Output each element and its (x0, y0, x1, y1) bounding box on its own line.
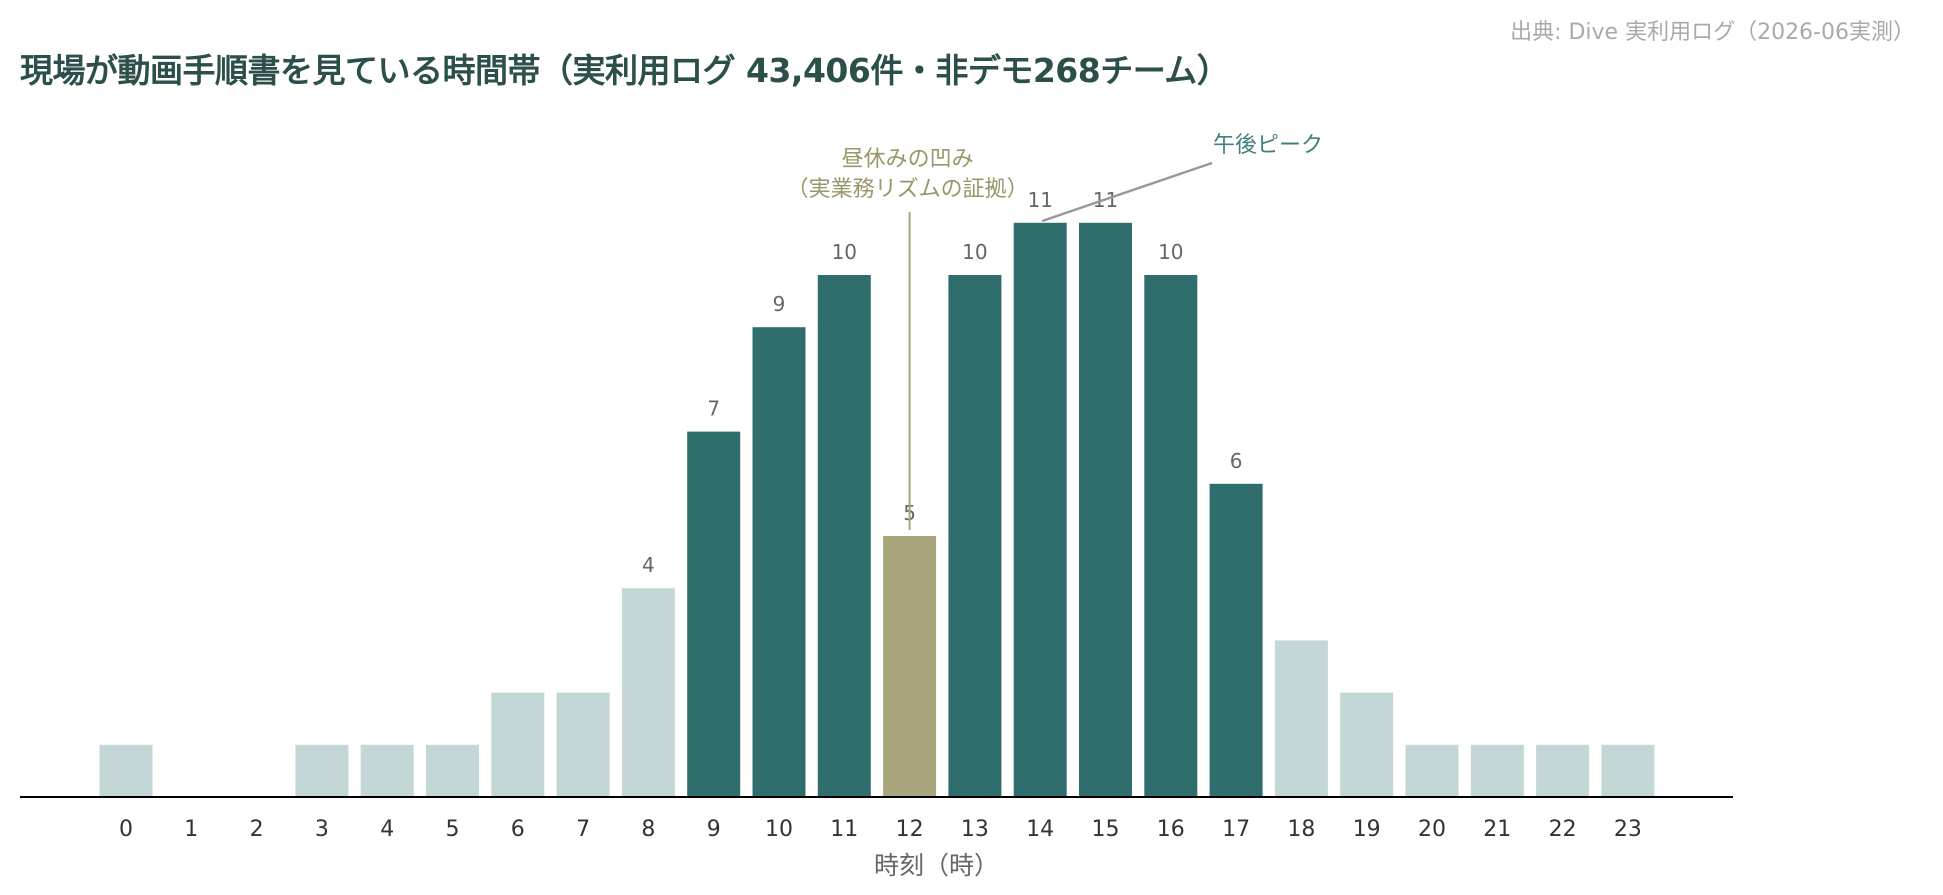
x-tick-label-12: 12 (896, 817, 924, 842)
x-tick-label-6: 6 (511, 817, 525, 842)
x-tick-label-7: 7 (576, 817, 590, 842)
bar-hour-21 (1470, 744, 1524, 797)
bar-hour-16 (1144, 275, 1198, 797)
x-axis-label: 時刻（時） (874, 851, 999, 880)
bar-hour-14 (1013, 222, 1067, 798)
bar-hour-20 (1405, 744, 1459, 797)
x-tick-label-16: 16 (1157, 817, 1185, 842)
bar-hour-15 (1079, 222, 1132, 798)
bar-hour-0 (99, 744, 153, 797)
x-tick-label-23: 23 (1614, 817, 1642, 842)
value-label-16: 10 (1158, 240, 1183, 264)
x-tick-label-4: 4 (380, 817, 394, 842)
bar-hour-8 (621, 588, 675, 797)
peak-annotation-line (1041, 161, 1213, 223)
chart-title: 現場が動画手順書を見ている時間帯（実利用ログ 43,406件・非デモ268チーム… (20, 51, 1230, 90)
x-tick-label-13: 13 (961, 817, 989, 842)
bar-hour-12 (883, 536, 937, 797)
source-note: 出典: Dive 実利用ログ（2026-06実測） (1510, 20, 1915, 45)
x-tick-label-2: 2 (250, 817, 264, 842)
value-label-10: 9 (773, 292, 786, 316)
bar-hour-3 (295, 744, 349, 797)
value-label-9: 7 (707, 397, 720, 421)
peak-annotation-text: 午後ピーク (1213, 133, 1323, 158)
bar-hour-6 (491, 692, 545, 797)
bar-hour-13 (948, 275, 1002, 797)
bar-hour-23 (1601, 744, 1655, 797)
bar-hour-18 (1274, 640, 1328, 797)
x-tick-label-15: 15 (1092, 817, 1120, 842)
x-tick-label-19: 19 (1353, 817, 1381, 842)
x-tick-label-17: 17 (1222, 817, 1250, 842)
x-tick-label-18: 18 (1287, 817, 1315, 842)
x-tick-label-21: 21 (1483, 817, 1511, 842)
x-tick-label-14: 14 (1026, 817, 1054, 842)
x-tick-label-0: 0 (119, 817, 133, 842)
x-tick-label-20: 20 (1418, 817, 1446, 842)
value-label-11: 10 (832, 240, 857, 264)
bar-hour-7 (556, 692, 610, 797)
value-label-17: 6 (1230, 449, 1243, 473)
x-tick-label-10: 10 (765, 817, 793, 842)
dip-annotation-text: 昼休みの凹み (842, 147, 974, 172)
value-label-13: 10 (962, 240, 987, 264)
bar-hour-19 (1340, 692, 1394, 797)
x-tick-label-11: 11 (830, 817, 858, 842)
bar-hour-9 (687, 431, 741, 797)
x-tick-label-3: 3 (315, 817, 329, 842)
x-tick-label-9: 9 (707, 817, 721, 842)
bar-hour-4 (360, 744, 414, 797)
bar-hour-17 (1209, 483, 1263, 797)
x-tick-label-8: 8 (641, 817, 655, 842)
value-label-14: 11 (1027, 188, 1052, 212)
x-tick-label-5: 5 (446, 817, 460, 842)
bar-hour-10 (752, 327, 806, 797)
bar-hour-22 (1536, 744, 1590, 797)
dip-annotation-text: （実業務リズムの証拠） (787, 177, 1029, 202)
bar-hour-11 (817, 275, 871, 797)
x-tick-label-22: 22 (1549, 817, 1577, 842)
bar-hour-5 (426, 744, 479, 797)
x-tick-label-1: 1 (184, 817, 198, 842)
value-label-8: 4 (642, 553, 655, 577)
